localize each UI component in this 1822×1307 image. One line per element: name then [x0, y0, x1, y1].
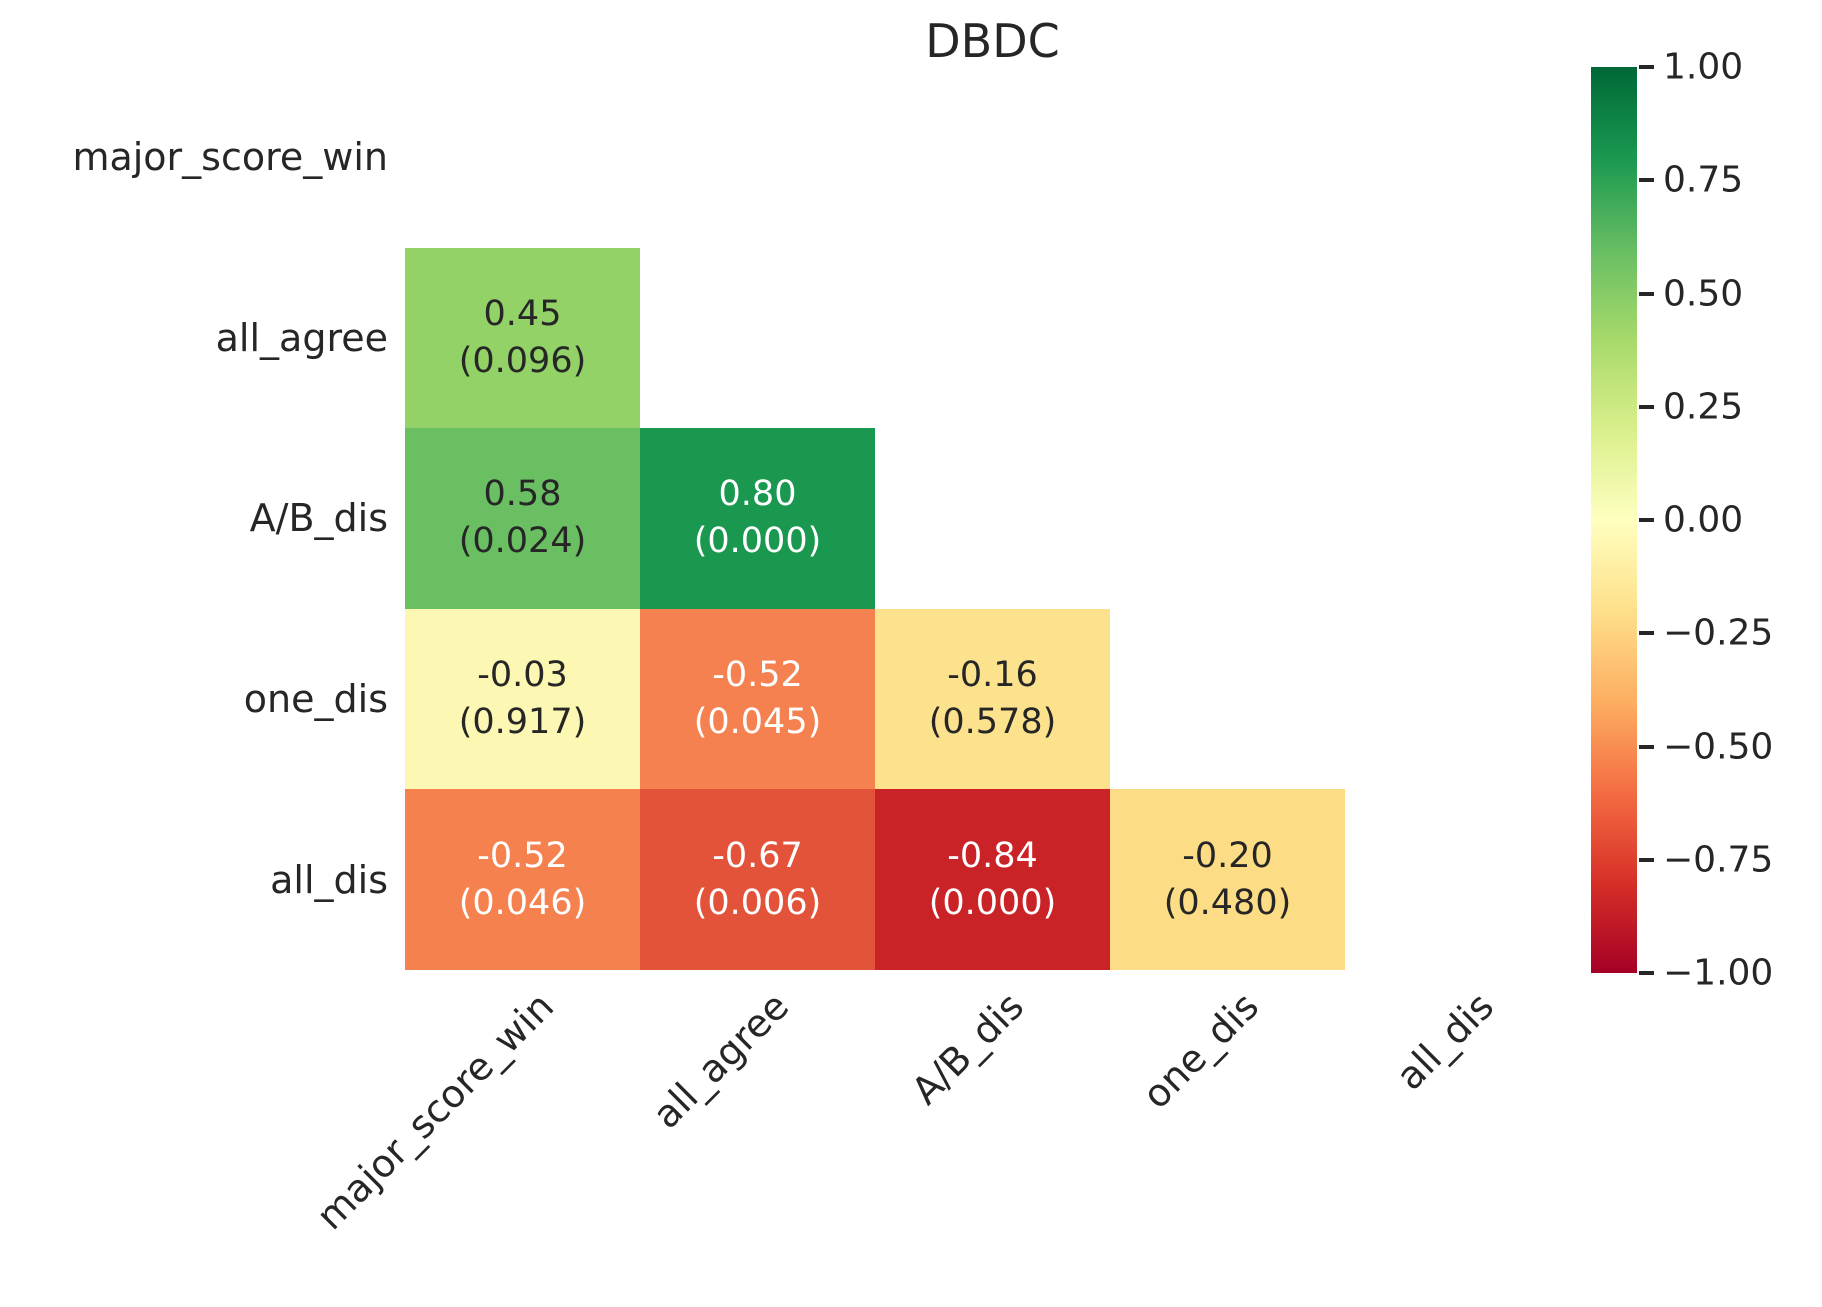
cell-correlation-value: -0.84: [947, 835, 1038, 876]
colorbar-tick-label: 0.75: [1663, 159, 1744, 201]
heatmap-cell-all_dis-one_dis: -0.20 (0.480): [1110, 789, 1345, 970]
cell-p-value: (0.000): [693, 521, 822, 562]
colorbar-tick-label: 0.00: [1663, 499, 1744, 541]
heatmap-cell-all_dis-A/B_dis: -0.84 (0.000): [875, 789, 1110, 970]
heatmap-cell-all_dis-major_score_win: -0.52 (0.046): [405, 789, 640, 970]
cell-p-value: (0.096): [458, 340, 587, 381]
cell-correlation-value: -0.52: [477, 835, 568, 876]
colorbar-tick-mark: [1639, 404, 1654, 409]
cell-p-value: (0.006): [693, 882, 822, 923]
cell-p-value: (0.024): [458, 521, 587, 562]
y-tick-label-major_score_win: major_score_win: [72, 135, 388, 180]
cell-correlation-value: -0.52: [712, 655, 803, 696]
colorbar-tick-mark: [1639, 518, 1654, 522]
colorbar-tick-label: −0.25: [1663, 612, 1774, 654]
colorbar-tick-label: −1.00: [1663, 952, 1774, 994]
colorbar-tick-label: −0.75: [1663, 839, 1774, 881]
heatmap-cell-one_dis-A/B_dis: -0.16 (0.578): [875, 608, 1110, 790]
cell-p-value: (0.480): [1163, 882, 1292, 923]
colorbar-tick-label: 1.00: [1663, 46, 1744, 88]
heatmap-cell-one_dis-all_agree: -0.52 (0.045): [640, 608, 875, 790]
heatmap-cell-all_dis-all_agree: -0.67 (0.006): [640, 789, 875, 970]
colorbar-tick-mark: [1639, 65, 1654, 69]
cell-p-value: (0.000): [928, 882, 1057, 923]
y-tick-label-all_agree: all_agree: [215, 315, 388, 360]
colorbar-tick-mark: [1639, 857, 1654, 862]
cell-correlation-value: -0.20: [1182, 835, 1273, 876]
colorbar-tick-mark: [1639, 291, 1654, 296]
chart-title: DBDC: [925, 14, 1060, 68]
y-tick-label-all_dis: all_dis: [270, 857, 388, 902]
heatmap-cell-all_agree-major_score_win: 0.45 (0.096): [405, 247, 640, 429]
y-tick-label-one_dis: one_dis: [243, 677, 388, 722]
cell-p-value: (0.917): [458, 702, 587, 743]
colorbar: [1591, 67, 1637, 973]
cell-correlation-value: -0.16: [947, 655, 1038, 696]
cell-correlation-value: -0.67: [712, 835, 803, 876]
colorbar-tick-mark: [1639, 744, 1654, 749]
cell-correlation-value: 0.45: [483, 293, 562, 334]
heatmap-cell-A/B_dis-all_agree: 0.80 (0.000): [640, 428, 875, 609]
colorbar-tick-label: 0.25: [1663, 386, 1744, 428]
cell-correlation-value: 0.58: [483, 474, 562, 515]
cell-correlation-value: -0.03: [477, 655, 568, 696]
colorbar-tick-label: 0.50: [1663, 273, 1744, 314]
colorbar-tick-mark: [1639, 178, 1654, 183]
colorbar-tick-mark: [1639, 631, 1654, 636]
cell-p-value: (0.046): [458, 882, 587, 923]
cell-p-value: (0.045): [693, 702, 822, 743]
heatmap-cell-A/B_dis-major_score_win: 0.58 (0.024): [405, 428, 640, 609]
heatmap-cell-one_dis-major_score_win: -0.03 (0.917): [405, 608, 640, 790]
cell-correlation-value: 0.80: [718, 474, 797, 515]
colorbar-tick-label: −0.50: [1663, 726, 1774, 767]
y-tick-label-A/B_dis: A/B_dis: [249, 496, 388, 541]
colorbar-tick-mark: [1639, 971, 1654, 975]
cell-p-value: (0.578): [928, 702, 1057, 743]
